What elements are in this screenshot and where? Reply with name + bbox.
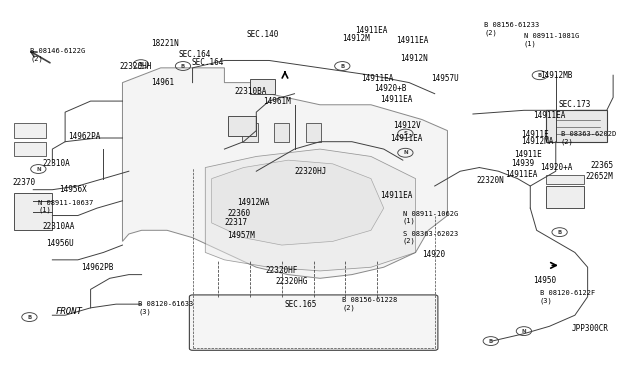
Text: N 08911-10637
(1): N 08911-10637 (1) bbox=[38, 199, 93, 213]
Text: 22320N: 22320N bbox=[476, 176, 504, 185]
Text: 14912MB: 14912MB bbox=[540, 71, 572, 80]
Bar bbox=[14, 123, 46, 138]
Text: N 08911-1081G
(1): N 08911-1081G (1) bbox=[524, 33, 579, 47]
Text: 22320HH: 22320HH bbox=[119, 61, 152, 71]
Text: N: N bbox=[403, 150, 408, 155]
Bar bbox=[306, 123, 321, 142]
Text: 14911EA: 14911EA bbox=[362, 74, 394, 83]
Text: B: B bbox=[181, 64, 185, 68]
Text: 14956X: 14956X bbox=[59, 185, 86, 194]
Text: SEC.164: SEC.164 bbox=[191, 58, 223, 67]
Text: FRONT: FRONT bbox=[56, 307, 83, 316]
Text: 14912WA: 14912WA bbox=[237, 198, 269, 207]
Text: 22310AA: 22310AA bbox=[43, 222, 75, 231]
Polygon shape bbox=[122, 68, 447, 278]
Text: N 08911-1062G
(1): N 08911-1062G (1) bbox=[403, 211, 458, 224]
Text: SEC.140: SEC.140 bbox=[246, 30, 279, 39]
Text: 14912M: 14912M bbox=[342, 34, 370, 43]
Text: N: N bbox=[522, 328, 526, 334]
Text: 14912V: 14912V bbox=[394, 121, 421, 129]
Text: 14920: 14920 bbox=[422, 250, 445, 259]
Bar bbox=[546, 110, 607, 142]
Text: B 08156-61233
(2): B 08156-61233 (2) bbox=[484, 22, 540, 36]
Text: 22320HJ: 22320HJ bbox=[294, 167, 327, 176]
Text: 22317: 22317 bbox=[225, 218, 248, 227]
Text: 14956U: 14956U bbox=[46, 239, 74, 248]
Bar bbox=[243, 123, 257, 142]
Text: 14957M: 14957M bbox=[228, 231, 255, 240]
Text: 14961M: 14961M bbox=[262, 97, 291, 106]
Text: JPP300CR: JPP300CR bbox=[572, 324, 609, 333]
Polygon shape bbox=[205, 149, 415, 271]
Bar bbox=[274, 123, 289, 142]
Text: 14957U: 14957U bbox=[431, 74, 460, 83]
Bar bbox=[14, 142, 46, 157]
Text: 14939: 14939 bbox=[511, 159, 534, 169]
Text: B 08120-61633
(3): B 08120-61633 (3) bbox=[138, 301, 194, 315]
Text: 22365: 22365 bbox=[591, 161, 614, 170]
Text: B 08363-6202D
(2): B 08363-6202D (2) bbox=[561, 131, 616, 145]
Text: B: B bbox=[557, 230, 562, 235]
Text: 14962PA: 14962PA bbox=[68, 132, 100, 141]
Text: N: N bbox=[36, 167, 41, 171]
Text: 14912MA: 14912MA bbox=[521, 137, 553, 146]
Text: B: B bbox=[340, 64, 344, 68]
Text: 14911E: 14911E bbox=[515, 150, 542, 159]
Text: B: B bbox=[489, 339, 493, 344]
Text: 14920+B: 14920+B bbox=[374, 84, 406, 93]
Text: S 08363-62023
(2): S 08363-62023 (2) bbox=[403, 231, 458, 244]
Text: 14912N: 14912N bbox=[399, 54, 428, 63]
Text: 22360: 22360 bbox=[228, 209, 251, 218]
Text: 18221N: 18221N bbox=[151, 39, 179, 48]
Text: B: B bbox=[538, 73, 542, 78]
Text: 14962PB: 14962PB bbox=[81, 263, 113, 272]
Text: 14961: 14961 bbox=[151, 78, 174, 87]
Text: 22310A: 22310A bbox=[43, 159, 70, 169]
Text: 14911E: 14911E bbox=[521, 130, 548, 139]
Text: 14911EA: 14911EA bbox=[396, 36, 429, 45]
Text: 22320HF: 22320HF bbox=[266, 266, 298, 275]
Text: B 08146-6122G
(2): B 08146-6122G (2) bbox=[30, 48, 85, 62]
Text: 14950: 14950 bbox=[534, 276, 557, 285]
Text: 14911EA: 14911EA bbox=[355, 26, 387, 35]
Text: 14911EA: 14911EA bbox=[390, 134, 422, 142]
Text: 22320HG: 22320HG bbox=[275, 278, 308, 286]
Text: 14911EA: 14911EA bbox=[505, 170, 537, 179]
Text: SEC.164: SEC.164 bbox=[179, 51, 211, 60]
FancyBboxPatch shape bbox=[189, 295, 438, 350]
Text: 22370: 22370 bbox=[13, 178, 36, 187]
Bar bbox=[228, 116, 256, 136]
Text: 14911EA: 14911EA bbox=[381, 95, 413, 104]
Text: 22310BA: 22310BA bbox=[234, 87, 266, 96]
Text: B: B bbox=[139, 62, 143, 67]
Bar bbox=[546, 186, 584, 208]
Text: SEC.165: SEC.165 bbox=[285, 300, 317, 309]
Text: B 08156-61228
(2): B 08156-61228 (2) bbox=[342, 297, 397, 311]
Text: 14920+A: 14920+A bbox=[540, 163, 572, 172]
Text: B 08120-6122F
(3): B 08120-6122F (3) bbox=[540, 290, 595, 304]
Text: 22652M: 22652M bbox=[585, 172, 613, 181]
Bar bbox=[250, 79, 275, 94]
Polygon shape bbox=[212, 160, 384, 245]
Text: S: S bbox=[403, 131, 408, 136]
Text: B: B bbox=[28, 315, 31, 320]
Bar bbox=[546, 175, 584, 184]
Bar bbox=[14, 193, 52, 230]
Text: 14911EA: 14911EA bbox=[534, 111, 566, 121]
Text: 14911EA: 14911EA bbox=[381, 191, 413, 200]
Text: SEC.173: SEC.173 bbox=[559, 100, 591, 109]
